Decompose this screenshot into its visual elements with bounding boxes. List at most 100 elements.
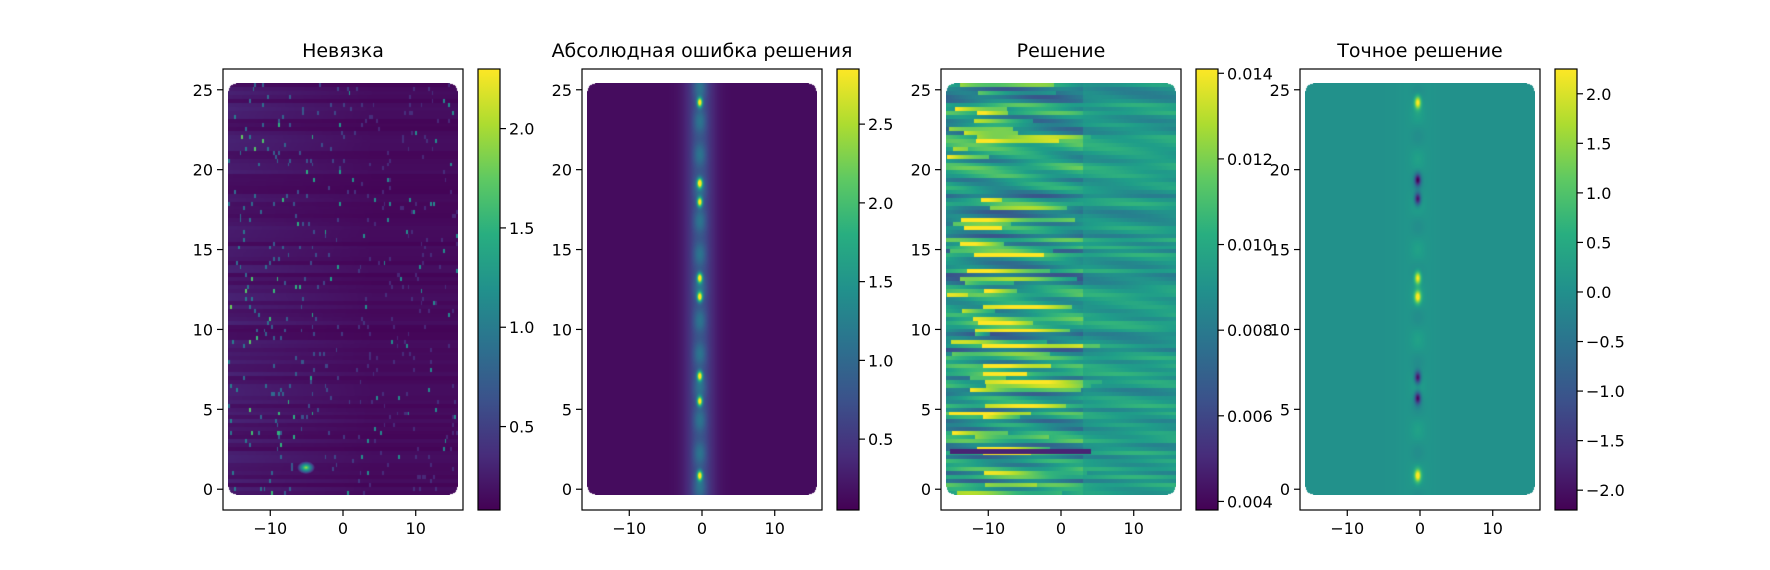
x-tick-label: −10 bbox=[971, 519, 1005, 538]
subplot-title: Абсолюдная ошибка решения bbox=[552, 40, 853, 62]
colorbar-tick-label: 0.004 bbox=[1227, 492, 1273, 511]
subplot-title: Решение bbox=[1017, 40, 1106, 62]
colorbar: 0.5 1.0 1.5 2.0 bbox=[477, 68, 534, 511]
x-tick-label: 10 bbox=[406, 519, 426, 538]
y-tick-label: 0 bbox=[1280, 480, 1290, 499]
y-tick-label: 25 bbox=[911, 81, 931, 100]
y-tick-label: 15 bbox=[911, 241, 931, 260]
colorbar-gradient bbox=[1196, 69, 1218, 510]
y-tick-label: 15 bbox=[552, 241, 572, 260]
y-tick-label: 5 bbox=[203, 400, 213, 419]
heatmap-image bbox=[1305, 83, 1535, 495]
x-tick-label: −10 bbox=[612, 519, 646, 538]
x-axis: −10 0 10 bbox=[612, 510, 785, 538]
colorbar-tick-label: 2.0 bbox=[509, 120, 534, 139]
colorbar-tick-label: −1.5 bbox=[1586, 432, 1625, 451]
x-tick-label: 0 bbox=[338, 519, 348, 538]
colorbar-tick-label: 0.012 bbox=[1227, 150, 1273, 169]
y-tick-label: 5 bbox=[921, 400, 931, 419]
heatmap-area bbox=[587, 83, 817, 495]
colorbar-ticks: 0.004 0.006 0.008 0.010 0.012 0.014 bbox=[1218, 64, 1273, 511]
x-tick-label: −10 bbox=[1330, 519, 1364, 538]
colorbar-tick-label: 0.5 bbox=[509, 418, 534, 437]
colorbar-ticks: 0.5 1.0 1.5 2.0 bbox=[500, 120, 534, 437]
y-tick-label: 5 bbox=[562, 400, 572, 419]
y-tick-label: 25 bbox=[193, 81, 213, 100]
colorbar-ticks: −2.0 −1.5 −1.0 −0.5 0.0 0.5 1.0 1.5 2.0 bbox=[1577, 85, 1625, 500]
x-axis: −10 0 10 bbox=[253, 510, 426, 538]
colorbar-ticks: 0.5 1.0 1.5 2.0 2.5 bbox=[859, 115, 893, 449]
x-tick-label: 0 bbox=[1415, 519, 1425, 538]
colorbar-tick-label: 1.5 bbox=[1586, 134, 1611, 153]
y-tick-label: 0 bbox=[562, 480, 572, 499]
colorbar-frame bbox=[1195, 68, 1219, 511]
colorbar: −2.0 −1.5 −1.0 −0.5 0.0 0.5 1.0 1.5 2.0 bbox=[1554, 68, 1625, 511]
y-tick-label: 15 bbox=[1270, 241, 1290, 260]
colorbar-tick-label: 1.0 bbox=[509, 318, 534, 337]
y-tick-label: 0 bbox=[921, 480, 931, 499]
y-tick-label: 10 bbox=[1270, 320, 1290, 339]
colorbar-tick-label: 0.008 bbox=[1227, 321, 1273, 340]
heatmap-area bbox=[946, 83, 1176, 495]
heatmap-image bbox=[946, 83, 1176, 495]
colorbar-tick-label: 0.0 bbox=[1586, 283, 1611, 302]
heatmap-area bbox=[1305, 83, 1535, 495]
colorbar-tick-label: 2.5 bbox=[868, 115, 893, 134]
colorbar-tick-label: 1.0 bbox=[1586, 184, 1611, 203]
x-tick-label: 10 bbox=[1483, 519, 1503, 538]
y-axis: 0 5 10 15 20 25 bbox=[552, 81, 582, 499]
subplot-abs-error: Абсолюдная ошибка решения −10 0 10 0 5 10 15 2… bbox=[552, 40, 894, 538]
colorbar-frame bbox=[836, 68, 860, 511]
heatmap-image bbox=[587, 83, 817, 495]
x-tick-label: 0 bbox=[697, 519, 707, 538]
colorbar-tick-label: 1.0 bbox=[868, 351, 893, 370]
heatmap-image bbox=[228, 83, 458, 495]
y-tick-label: 25 bbox=[1270, 81, 1290, 100]
colorbar-tick-label: 0.006 bbox=[1227, 407, 1273, 426]
x-tick-label: 10 bbox=[1124, 519, 1144, 538]
x-tick-label: −10 bbox=[253, 519, 287, 538]
colorbar-gradient bbox=[1555, 69, 1577, 510]
y-tick-label: 15 bbox=[193, 241, 213, 260]
y-tick-label: 0 bbox=[203, 480, 213, 499]
subplot-title: Точное решение bbox=[1336, 40, 1503, 62]
y-tick-label: 10 bbox=[193, 320, 213, 339]
colorbar-tick-label: −0.5 bbox=[1586, 333, 1625, 352]
y-tick-label: 10 bbox=[911, 320, 931, 339]
x-axis: −10 0 10 bbox=[971, 510, 1144, 538]
colorbar: 0.004 0.006 0.008 0.010 0.012 0.014 bbox=[1195, 64, 1273, 511]
colorbar-frame bbox=[477, 68, 501, 511]
subplot-title: Невязка bbox=[302, 40, 384, 62]
x-tick-label: 0 bbox=[1056, 519, 1066, 538]
subplot-residual: Невязка −10 0 10 0 5 10 15 20 25 0.5 1.0 1.5 2.0 bbox=[193, 40, 535, 538]
y-axis: 0 5 10 15 20 25 bbox=[911, 81, 941, 499]
colorbar-tick-label: 0.5 bbox=[1586, 233, 1611, 252]
colorbar-tick-label: 0.010 bbox=[1227, 236, 1273, 255]
colorbar-tick-label: 2.0 bbox=[1586, 85, 1611, 104]
y-tick-label: 10 bbox=[552, 320, 572, 339]
colorbar-gradient bbox=[478, 69, 500, 510]
colorbar-tick-label: 2.0 bbox=[868, 194, 893, 213]
heatmap-area bbox=[228, 83, 458, 495]
colorbar-tick-label: 1.5 bbox=[509, 219, 534, 238]
x-axis: −10 0 10 bbox=[1330, 510, 1503, 538]
colorbar-tick-label: −1.0 bbox=[1586, 382, 1625, 401]
colorbar-tick-label: 1.5 bbox=[868, 273, 893, 292]
y-tick-label: 20 bbox=[193, 161, 213, 180]
colorbar-tick-label: −2.0 bbox=[1586, 481, 1625, 500]
y-tick-label: 20 bbox=[911, 161, 931, 180]
colorbar-tick-label: 0.014 bbox=[1227, 64, 1273, 83]
x-tick-label: 10 bbox=[765, 519, 785, 538]
y-tick-label: 20 bbox=[1270, 161, 1290, 180]
y-tick-label: 20 bbox=[552, 161, 572, 180]
y-axis: 0 5 10 15 20 25 bbox=[193, 81, 223, 499]
y-tick-label: 25 bbox=[552, 81, 572, 100]
colorbar-tick-label: 0.5 bbox=[868, 430, 893, 449]
colorbar-gradient bbox=[837, 69, 859, 510]
colorbar-frame bbox=[1554, 68, 1578, 511]
subplot-exact: Точное решение −10 0 10 0 5 10 15 20 25 −2.0 −1.… bbox=[1270, 40, 1625, 538]
colorbar: 0.5 1.0 1.5 2.0 2.5 bbox=[836, 68, 893, 511]
y-tick-label: 5 bbox=[1280, 400, 1290, 419]
